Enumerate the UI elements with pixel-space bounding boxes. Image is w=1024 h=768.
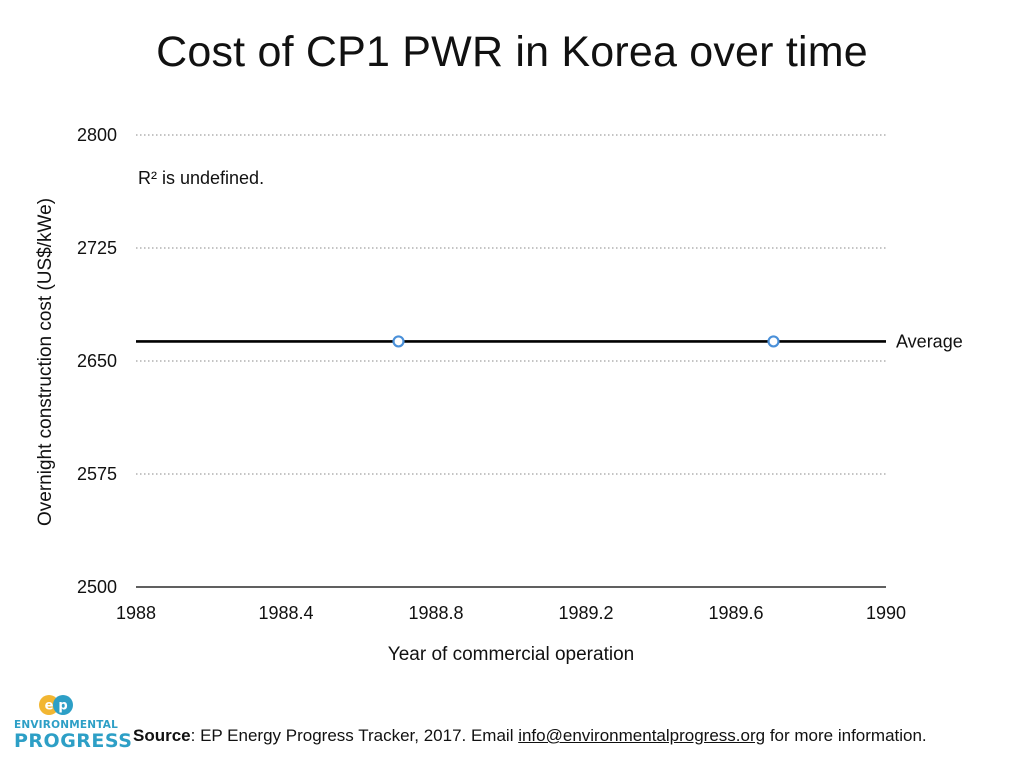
svg-text:e: e [45, 699, 54, 714]
y-tick-label: 2800 [77, 125, 117, 145]
data-point [392, 335, 405, 348]
x-tick-label: 1988.4 [258, 603, 313, 623]
y-axis-title: Overnight construction cost (US$/kWe) [35, 198, 56, 526]
x-axis-title: Year of commercial operation [388, 644, 634, 665]
email-link[interactable]: info@environmentalprogress.org [518, 726, 766, 745]
x-tick-labels: 1988 1988.4 1988.8 1989.2 1989.6 1990 [116, 603, 906, 623]
svg-text:p: p [58, 699, 67, 714]
ep-logo-icon: e p [39, 695, 73, 715]
logo-text-environmental: ENVIRONMENTAL [14, 719, 118, 731]
x-tick-label: 1988.8 [408, 603, 463, 623]
x-tick-label: 1990 [866, 603, 906, 623]
grid-lines [136, 134, 886, 588]
logo-e-circle [39, 695, 59, 715]
x-tick-label: 1989.2 [558, 603, 613, 623]
source-text: : EP Energy Progress Tracker, 2017. Emai… [190, 726, 519, 745]
y-tick-label: 2575 [77, 464, 117, 484]
average-line-group: Average [136, 331, 963, 351]
average-label: Average [896, 331, 963, 351]
environmental-progress-logo: e p ENVIRONMENTAL PROGRESS [14, 694, 133, 752]
x-tick-label: 1988 [116, 603, 156, 623]
data-point [767, 335, 780, 348]
data-points [392, 335, 780, 348]
logo-p-circle [53, 695, 73, 715]
x-tick-label: 1989.6 [708, 603, 763, 623]
source-label: Source [133, 726, 191, 745]
r-squared-annotation: R² is undefined. [138, 168, 264, 188]
source-tail: for more information. [765, 726, 927, 745]
y-tick-labels: 2500 2575 2650 2725 2800 [77, 125, 117, 597]
y-tick-label: 2650 [77, 351, 117, 371]
y-tick-label: 2500 [77, 577, 117, 597]
chart-title: Cost of CP1 PWR in Korea over time [156, 28, 868, 76]
logo-text-progress: PROGRESS [14, 730, 133, 752]
source-footer: Source: EP Energy Progress Tracker, 2017… [133, 726, 927, 746]
y-tick-label: 2725 [77, 238, 117, 258]
